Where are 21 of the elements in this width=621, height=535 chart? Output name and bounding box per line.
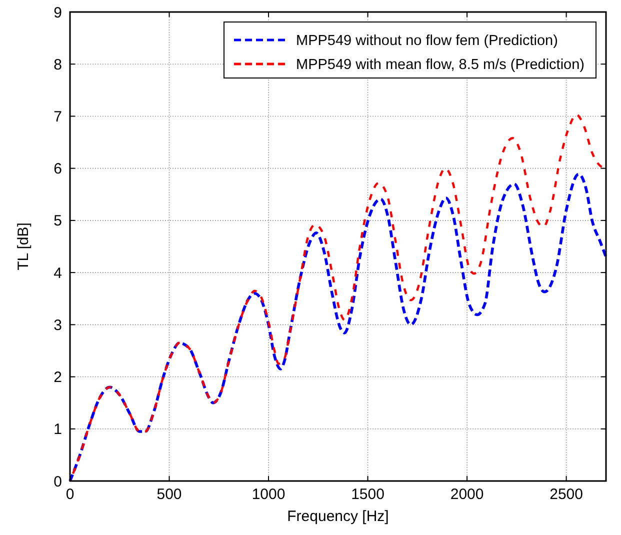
y-tick-label: 0: [54, 473, 62, 490]
x-tick-label: 2500: [550, 486, 583, 503]
x-tick-label: 2000: [450, 486, 484, 503]
y-tick-label: 8: [54, 56, 62, 74]
y-tick-label: 7: [54, 108, 62, 126]
x-tick-label: 0: [66, 486, 74, 503]
line-series: [68, 172, 608, 482]
x-axis-title: Frequency [Hz]: [287, 508, 389, 525]
y-tick-label: 5: [54, 212, 62, 230]
legend-label: MPP549 with mean flow, 8.5 m/s (Prediction): [296, 57, 585, 74]
y-tick-label: 1: [54, 421, 62, 438]
x-tick-label: 500: [156, 486, 182, 503]
y-tick-label: 9: [54, 4, 62, 22]
y-tick-label: 3: [54, 316, 62, 334]
y-tick-label: 4: [54, 264, 62, 282]
x-tick-label: 1000: [252, 486, 286, 503]
x-tick-label: 1500: [351, 486, 384, 503]
y-axis-title: TL [dB]: [15, 222, 32, 270]
y-tick-label: 6: [54, 160, 62, 178]
y-tick-label: 2: [54, 369, 62, 386]
legend-label: MPP549 without no flow fem (Prediction): [296, 33, 558, 50]
